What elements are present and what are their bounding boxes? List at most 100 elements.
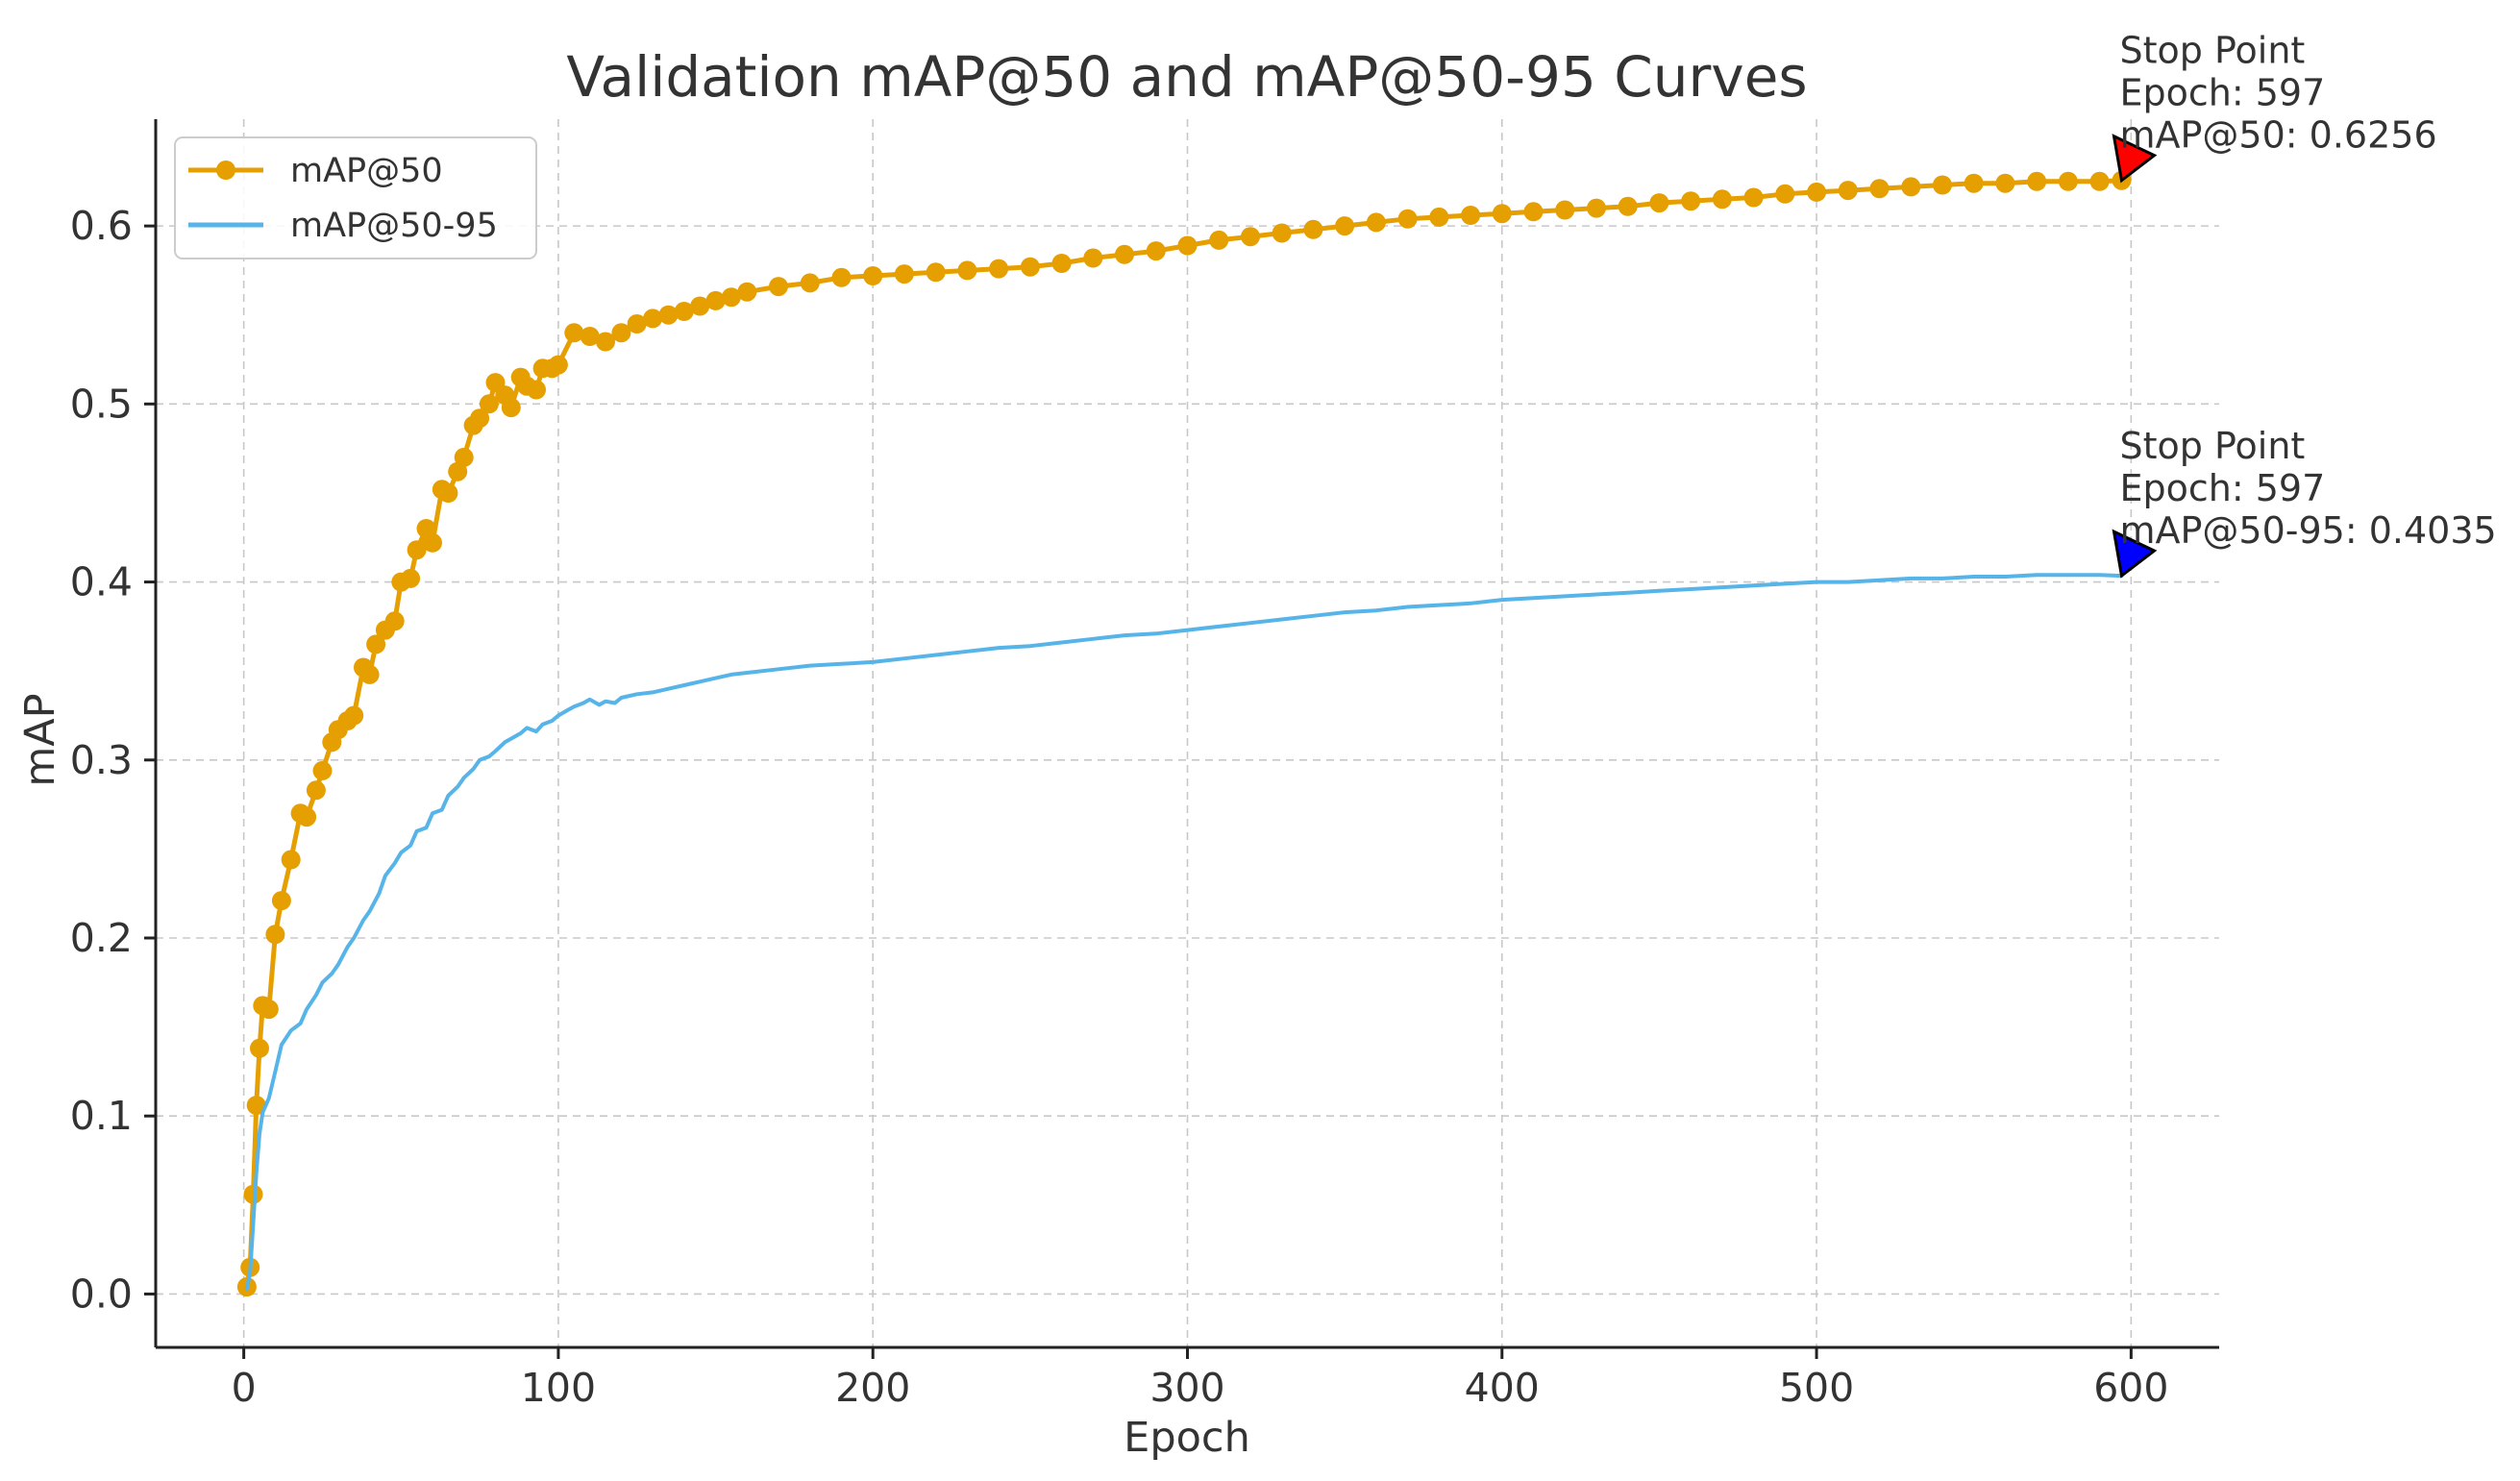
data-point-map-50 — [1492, 204, 1512, 224]
data-point-map-50 — [737, 282, 757, 302]
data-point-map-50 — [1115, 244, 1134, 264]
data-point-map-50 — [611, 323, 631, 343]
data-point-map-50 — [1964, 173, 1984, 193]
data-point-map-50 — [800, 273, 820, 293]
data-point-map-50 — [658, 305, 679, 325]
data-point-map-50 — [674, 302, 694, 321]
data-point-map-50 — [1397, 209, 1418, 229]
y-tick-label: 0.5 — [70, 381, 133, 427]
data-point-map-50 — [501, 398, 521, 418]
data-point-map-50 — [1146, 241, 1166, 261]
chart-title: Validation mAP@50 and mAP@50-95 Curves — [566, 44, 1807, 110]
data-point-map-50 — [246, 1096, 266, 1116]
y-tick-label: 0.6 — [70, 203, 133, 249]
y-tick-label: 0.4 — [70, 559, 133, 605]
data-point-map-50 — [627, 314, 647, 333]
data-point-map-50 — [1933, 175, 1952, 195]
data-point-map-50 — [1712, 189, 1732, 210]
data-point-map-50 — [1177, 235, 1198, 256]
grid-layer — [156, 119, 2219, 1347]
data-point-map-50 — [1429, 207, 1449, 227]
x-tick-label: 300 — [1149, 1365, 1224, 1411]
legend-swatch-map50-marker — [216, 160, 235, 180]
x-tick-label: 400 — [1465, 1365, 1540, 1411]
data-point-map-50 — [366, 634, 386, 654]
y-tick-label: 0.0 — [70, 1271, 133, 1317]
data-point-map-50 — [297, 807, 317, 827]
series-line-map-50-95 — [244, 573, 2124, 1291]
legend-label-map50-95: mAP@50-95 — [290, 207, 498, 245]
annotation-label-line: Stop Point — [2120, 425, 2306, 467]
series-map-50 — [236, 170, 2132, 1296]
data-point-map-50 — [1681, 191, 1701, 211]
data-point-map-50 — [1461, 206, 1481, 225]
data-point-map-50 — [643, 309, 663, 329]
data-point-map-50 — [250, 1038, 269, 1058]
data-point-map-50 — [1523, 202, 1544, 222]
data-point-map-50 — [470, 408, 490, 429]
data-point-map-50 — [580, 327, 600, 346]
data-point-map-50 — [705, 290, 726, 310]
data-point-map-50 — [1618, 196, 1638, 216]
data-point-map-50 — [265, 925, 285, 945]
y-tick-label: 0.2 — [70, 915, 133, 961]
annotation-label-line: Stop Point — [2120, 30, 2306, 72]
data-point-map-50 — [306, 780, 326, 801]
data-point-map-50 — [1838, 181, 1858, 201]
data-point-map-50 — [271, 891, 291, 911]
data-point-map-50 — [690, 296, 710, 316]
data-point-map-50 — [407, 540, 427, 560]
data-point-map-50 — [423, 532, 442, 553]
data-point-map-50 — [281, 850, 301, 870]
legend: mAP@50 mAP@50-95 — [174, 136, 537, 259]
y-tick-label: 0.1 — [70, 1093, 133, 1139]
data-point-map-50 — [1995, 173, 2015, 193]
data-point-map-50 — [401, 568, 421, 588]
x-tick-label: 100 — [521, 1365, 596, 1411]
data-point-map-50 — [359, 664, 380, 684]
x-tick-label: 500 — [1779, 1365, 1854, 1411]
data-point-map-50 — [831, 267, 852, 287]
data-point-map-50 — [1241, 227, 1260, 247]
data-point-map-50 — [1083, 248, 1103, 268]
data-point-map-50 — [1807, 182, 1827, 202]
data-point-map-50 — [721, 287, 741, 308]
data-point-map-50 — [1555, 200, 1575, 220]
data-point-map-50 — [957, 260, 977, 281]
data-point-map-50 — [259, 1000, 279, 1020]
ticks-layer: 0 100 200 300 400 500 600 0.0 0.1 0.2 0.3 0.4 0.5 0.6 — [70, 203, 2169, 1411]
stop-point-marker — [2112, 529, 2158, 579]
data-point-map-50 — [1649, 193, 1669, 213]
data-point-map-50 — [548, 355, 568, 375]
x-tick-label: 200 — [835, 1365, 910, 1411]
x-axis-label: Epoch — [1124, 1414, 1250, 1462]
data-point-map-50 — [344, 705, 364, 726]
data-point-map-50 — [1303, 219, 1323, 239]
annotation-label-line: Epoch: 597 — [2120, 72, 2326, 114]
series-map-50-95 — [244, 573, 2124, 1291]
annotation-label-line: Epoch: 597 — [2120, 467, 2326, 509]
data-point-map-50 — [1901, 177, 1921, 197]
data-point-map-50 — [527, 380, 546, 400]
x-tick-label: 0 — [232, 1365, 257, 1411]
data-point-map-50 — [2027, 171, 2047, 191]
data-point-map-50 — [384, 611, 405, 631]
annotation-label-line: mAP@50: 0.6256 — [2120, 114, 2437, 157]
data-point-map-50 — [769, 277, 788, 297]
data-point-map-50 — [1272, 223, 1292, 243]
data-point-map-50 — [1743, 187, 1764, 208]
series-line-map-50 — [244, 178, 2124, 1290]
data-point-map-50 — [596, 332, 615, 352]
legend-label-map50: mAP@50 — [290, 152, 443, 190]
data-point-map-50 — [1051, 254, 1072, 273]
axes-layer — [154, 119, 2219, 1349]
data-point-map-50 — [1869, 179, 1890, 199]
series-layer — [236, 170, 2132, 1296]
data-point-map-50 — [564, 323, 584, 343]
data-point-map-50 — [1020, 257, 1040, 277]
data-point-map-50 — [1335, 216, 1355, 236]
y-axis-label: mAP — [16, 693, 64, 786]
